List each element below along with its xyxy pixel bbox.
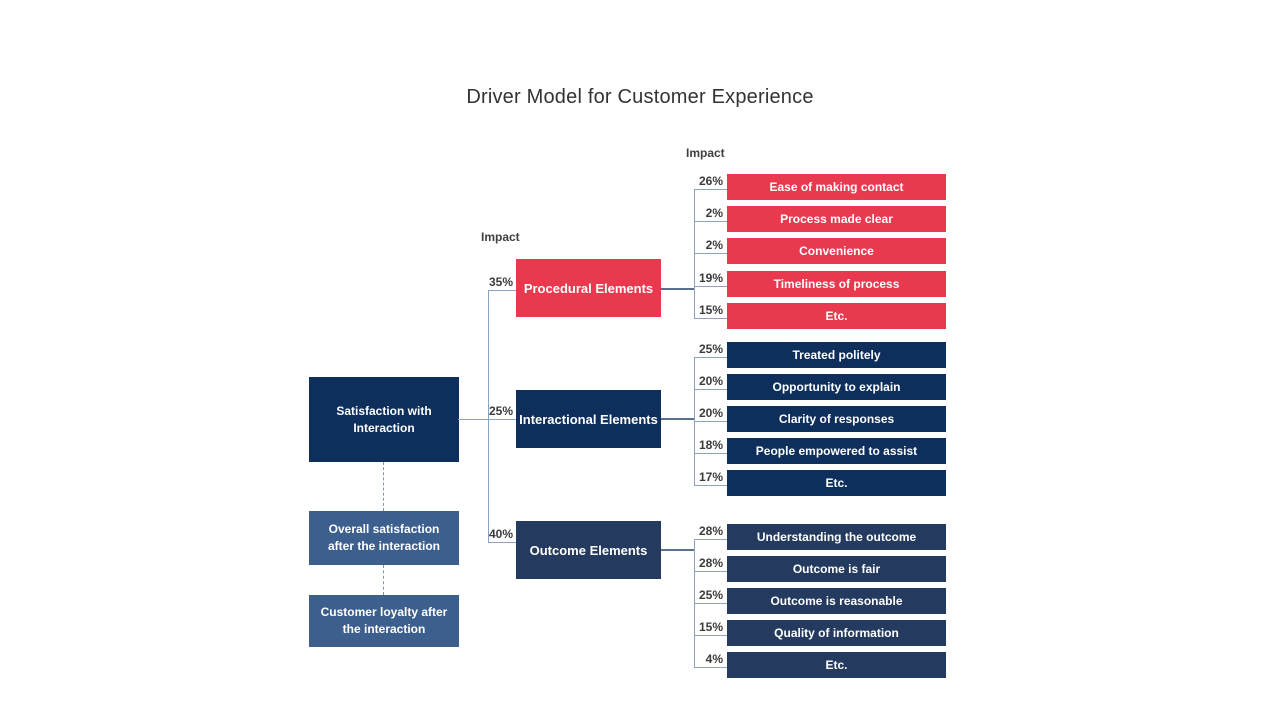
impact-value: 2% (705, 206, 723, 220)
impact-header-subdrivers: Impact (686, 146, 725, 160)
sub-driver-box: Etc. (727, 652, 946, 678)
sub-driver-box: People empowered to assist (727, 438, 946, 464)
impact-value: 2% (705, 238, 723, 252)
connector-line (694, 421, 727, 422)
connector-line (694, 667, 727, 668)
impact-value: 28% (698, 556, 723, 570)
impact-value: 15% (698, 303, 723, 317)
sub-driver-box: Timeliness of process (727, 271, 946, 297)
dashed-connector (383, 565, 384, 595)
connector-line (694, 286, 727, 287)
sub-driver-box: Opportunity to explain (727, 374, 946, 400)
dashed-connector (383, 462, 384, 511)
sub-driver-box: Understanding the outcome (727, 524, 946, 550)
impact-value: 25% (698, 342, 723, 356)
page-title: Driver Model for Customer Experience (466, 86, 814, 108)
connector-line (694, 603, 727, 604)
connector-line (694, 485, 727, 486)
sub-driver-box: Etc. (727, 470, 946, 496)
impact-value: 28% (698, 524, 723, 538)
impact-value: 20% (698, 374, 723, 388)
sub-driver-box: Quality of information (727, 620, 946, 646)
connector-line (694, 318, 727, 319)
sub-driver-box: Convenience (727, 238, 946, 264)
sub-driver-box: Ease of making contact (727, 174, 946, 200)
connector-line (694, 189, 695, 319)
impact-header-drivers: Impact (481, 230, 520, 244)
impact-value: 15% (698, 620, 723, 634)
sub-driver-box: Treated politely (727, 342, 946, 368)
impact-value: 25% (488, 404, 513, 418)
connector-line (694, 635, 727, 636)
connector-line (694, 253, 727, 254)
connector-line (661, 288, 694, 290)
connector-line (488, 290, 489, 543)
connector-line (694, 189, 727, 190)
driver-box-procedural: Procedural Elements (516, 259, 661, 317)
connector-line (694, 571, 727, 572)
overall-satisfaction-box: Overall satisfaction after the interacti… (309, 511, 459, 565)
impact-value: 18% (698, 438, 723, 452)
connector-line (488, 290, 516, 291)
sub-driver-box: Process made clear (727, 206, 946, 232)
connector-line (488, 419, 516, 420)
satisfaction-box: Satisfaction with Interaction (309, 377, 459, 462)
impact-value: 25% (698, 588, 723, 602)
customer-loyalty-box: Customer loyalty after the interaction (309, 595, 459, 647)
connector-line (694, 389, 727, 390)
impact-value: 20% (698, 406, 723, 420)
connector-line (458, 419, 488, 420)
sub-driver-box: Outcome is fair (727, 556, 946, 582)
connector-line (661, 549, 694, 551)
impact-value: 19% (698, 271, 723, 285)
impact-value: 35% (488, 275, 513, 289)
connector-line (694, 221, 727, 222)
impact-value: 26% (698, 174, 723, 188)
driver-box-outcome: Outcome Elements (516, 521, 661, 579)
sub-driver-box: Etc. (727, 303, 946, 329)
impact-value: 40% (488, 527, 513, 541)
sub-driver-box: Clarity of responses (727, 406, 946, 432)
sub-driver-box: Outcome is reasonable (727, 588, 946, 614)
connector-line (694, 453, 727, 454)
connector-line (661, 418, 694, 420)
impact-value: 4% (705, 652, 723, 666)
impact-value: 17% (698, 470, 723, 484)
connector-line (488, 542, 516, 543)
connector-line (694, 357, 727, 358)
driver-box-interactional: Interactional Elements (516, 390, 661, 448)
connector-line (694, 539, 727, 540)
